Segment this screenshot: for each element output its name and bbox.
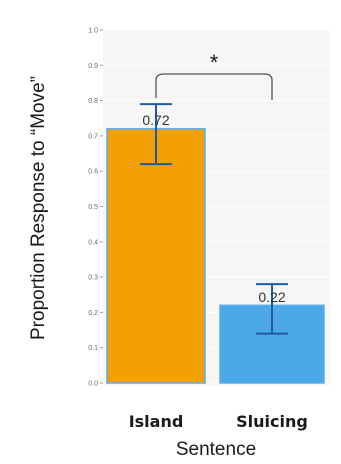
significance-annotation: * — [155, 50, 273, 100]
x-axis-categories: Island Sluicing — [129, 412, 308, 431]
y-tick-label: 0.4 — [88, 239, 98, 246]
y-tick-label: 1.0 — [88, 28, 98, 35]
y-tick-label: 0.0 — [88, 381, 98, 388]
data-labels: 0.72 0.22 — [142, 112, 285, 305]
bar-island — [106, 128, 206, 384]
y-tick-label: 0.6 — [88, 169, 98, 176]
x-category-label: Sluicing — [236, 412, 308, 431]
significance-bracket — [155, 73, 273, 100]
x-axis-title: Sentence — [176, 439, 256, 460]
y-tick-label: 0.2 — [88, 310, 98, 317]
y-tick-label: 0.5 — [88, 204, 98, 211]
error-bars — [140, 103, 288, 335]
y-tick-label: 0.8 — [88, 98, 98, 105]
significance-star: * — [210, 50, 219, 75]
data-label: 0.72 — [142, 112, 169, 128]
y-tick-label: 0.9 — [88, 63, 98, 70]
data-label: 0.22 — [258, 289, 285, 305]
x-category-label: Island — [129, 412, 184, 431]
y-axis-ticks: 0.0 0.1 0.2 0.3 0.4 0.5 0.6 0.7 0.8 0.9 1.0 — [88, 28, 103, 388]
y-tick-label: 0.7 — [88, 133, 98, 140]
y-tick-label: 0.1 — [88, 345, 98, 352]
y-axis-title: Proportion Response to “Move” — [28, 76, 49, 340]
y-tick-label: 0.3 — [88, 275, 98, 282]
